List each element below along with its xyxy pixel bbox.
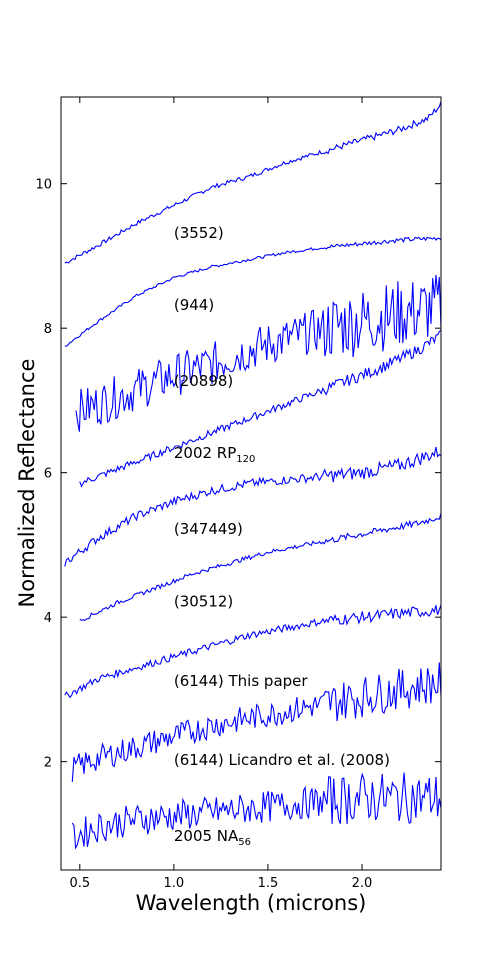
series-line bbox=[64, 604, 442, 699]
series-label: (30512) bbox=[174, 592, 233, 610]
series-line bbox=[71, 662, 442, 782]
x-tick-label: 0.5 bbox=[69, 876, 90, 891]
series-label: (20898) bbox=[174, 372, 233, 390]
x-tick-label: 1.5 bbox=[258, 876, 279, 891]
series-line bbox=[64, 101, 442, 264]
series-label: (347449) bbox=[174, 520, 243, 538]
y-tick-label: 4 bbox=[44, 611, 52, 626]
series-line bbox=[79, 329, 442, 488]
y-axis-title: Normalized Reflectance bbox=[15, 359, 39, 608]
y-tick-label: 2 bbox=[44, 756, 52, 771]
x-tick-label: 1.0 bbox=[164, 876, 185, 891]
series-label: 2002 RP120 bbox=[174, 444, 256, 465]
series-label-subscript: 56 bbox=[238, 837, 251, 848]
series-line bbox=[64, 236, 442, 347]
label-layer: (3552) (944) (20898) 2002 RP120 (347449) (305… bbox=[174, 224, 390, 848]
y-tick-label: 8 bbox=[44, 322, 52, 337]
series-label-subscript: 120 bbox=[236, 454, 255, 465]
series-label: 2005 NA56 bbox=[174, 827, 251, 848]
y-tick-label: 6 bbox=[44, 467, 52, 482]
series-line bbox=[71, 772, 442, 850]
series-label: (6144) This paper bbox=[174, 672, 309, 690]
x-tick-label: 2.0 bbox=[352, 876, 373, 891]
series-line bbox=[64, 446, 442, 567]
tick-layer: 0.5 1.0 1.5 2.0 2 4 6 8 10 bbox=[35, 97, 441, 891]
x-axis-title: Wavelength (microns) bbox=[136, 891, 367, 915]
plot-frame bbox=[60, 96, 442, 871]
y-tick-label: 10 bbox=[35, 178, 52, 193]
series-label: (3552) bbox=[174, 224, 224, 242]
series-layer bbox=[64, 101, 442, 850]
series-label: (944) bbox=[174, 296, 214, 314]
series-line bbox=[79, 512, 442, 622]
plot-area bbox=[61, 97, 441, 870]
series-line bbox=[75, 274, 442, 432]
series-label: (6144) Licandro et al. (2008) bbox=[174, 751, 390, 769]
